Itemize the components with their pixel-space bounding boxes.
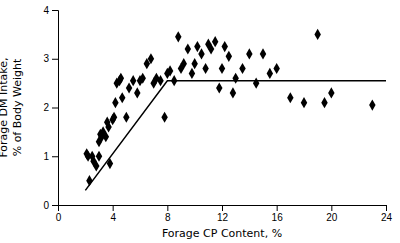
chart: 0481216202401234Forage CP Content, %Fora… bbox=[0, 0, 400, 243]
point bbox=[93, 160, 99, 171]
x-axis-tick-mark bbox=[277, 205, 278, 211]
point bbox=[161, 112, 167, 123]
point bbox=[123, 112, 129, 123]
x-axis-tick-mark bbox=[167, 205, 168, 211]
point bbox=[369, 99, 375, 110]
point bbox=[103, 131, 109, 142]
marks bbox=[83, 29, 386, 191]
y-axis-line bbox=[52, 11, 59, 206]
point bbox=[175, 31, 181, 42]
x-axis-tick: 20 bbox=[326, 205, 338, 223]
y-axis: 0 1 2 3 4 bbox=[43, 5, 58, 211]
point bbox=[189, 68, 195, 79]
y-axis-tick: 1 bbox=[43, 151, 58, 162]
point bbox=[239, 63, 245, 74]
x-axis-tick-label: 12 bbox=[217, 212, 229, 223]
points bbox=[83, 29, 375, 186]
point bbox=[126, 82, 132, 93]
point bbox=[119, 92, 125, 103]
y-axis-tick: 2 bbox=[43, 102, 58, 113]
point bbox=[111, 112, 117, 123]
x-axis-tick-label: 24 bbox=[381, 212, 393, 223]
point bbox=[112, 97, 118, 108]
x-axis-tick: 0 bbox=[56, 205, 62, 223]
y-axis-tick-label: 1 bbox=[43, 151, 49, 162]
point bbox=[216, 82, 222, 93]
point bbox=[301, 97, 307, 108]
x-axis-tick-label: 20 bbox=[326, 212, 338, 223]
y-axis-tick-label: 0 bbox=[43, 200, 49, 211]
point bbox=[202, 63, 208, 74]
fit-line bbox=[85, 81, 386, 191]
x-axis-line bbox=[59, 206, 387, 212]
point bbox=[167, 65, 173, 76]
point bbox=[140, 73, 146, 84]
point bbox=[105, 121, 111, 132]
x-axis-tick: 16 bbox=[272, 205, 284, 223]
point bbox=[185, 43, 191, 54]
point bbox=[148, 53, 154, 64]
point bbox=[198, 48, 204, 59]
point bbox=[267, 68, 273, 79]
plot: 0481216202401234Forage CP Content, %Fora… bbox=[0, 5, 392, 240]
x-axis-tick-mark bbox=[386, 205, 387, 211]
point bbox=[181, 58, 187, 69]
x-axis-tick-label: 8 bbox=[165, 212, 171, 223]
x-axis-tick-mark bbox=[222, 205, 223, 211]
y-axis-tick-mark bbox=[52, 108, 58, 109]
y-axis-tick-label: 2 bbox=[43, 102, 49, 113]
y-axis-tick-mark bbox=[52, 156, 58, 157]
x-axis-tick: 8 bbox=[165, 205, 171, 223]
point bbox=[287, 92, 293, 103]
point bbox=[222, 41, 228, 52]
x-axis-tick-mark bbox=[331, 205, 332, 211]
x-axis-tick: 12 bbox=[217, 205, 229, 223]
point bbox=[226, 51, 232, 62]
point bbox=[212, 36, 218, 47]
point bbox=[130, 75, 136, 86]
x-axis-tick-label: 16 bbox=[272, 212, 284, 223]
x-axis-tick-mark bbox=[113, 205, 114, 211]
y-axis-tick-mark bbox=[52, 59, 58, 60]
y-axis-tick: 4 bbox=[43, 5, 58, 16]
point bbox=[246, 48, 252, 59]
point bbox=[208, 43, 214, 54]
x-axis-tick: 24 bbox=[381, 205, 393, 223]
point bbox=[232, 73, 238, 84]
point bbox=[253, 78, 259, 89]
x-axis: 0 4 8 12 16 20 24 bbox=[56, 205, 393, 223]
point bbox=[157, 75, 163, 86]
point bbox=[314, 29, 320, 40]
point bbox=[321, 97, 327, 108]
y-axis-tick-label: 4 bbox=[43, 5, 49, 16]
y-axis-tick: 3 bbox=[43, 53, 58, 64]
point bbox=[194, 41, 200, 52]
point bbox=[96, 151, 102, 162]
point bbox=[230, 87, 236, 98]
point bbox=[191, 58, 197, 69]
point bbox=[219, 63, 225, 74]
y-axis-title-line: Forage DM Intake, bbox=[0, 57, 10, 157]
x-axis-tick: 4 bbox=[110, 205, 116, 223]
x-axis-tick-label: 4 bbox=[110, 212, 116, 223]
y-axis-tick-mark bbox=[52, 10, 58, 11]
point bbox=[328, 87, 334, 98]
y-axis-tick-label: 3 bbox=[43, 53, 49, 64]
point bbox=[134, 87, 140, 98]
x-axis-title: Forage CP Content, % bbox=[162, 227, 282, 240]
point bbox=[118, 73, 124, 84]
y-axis-tick-mark bbox=[52, 205, 58, 206]
y-axis-title-line: % of Body Weight bbox=[11, 58, 24, 156]
y-axis-title: Forage DM Intake,% of Body Weight bbox=[0, 57, 24, 157]
x-axis-tick-label: 0 bbox=[56, 212, 62, 223]
y-axis-tick: 0 bbox=[43, 200, 58, 211]
point bbox=[273, 63, 279, 74]
point bbox=[260, 48, 266, 59]
